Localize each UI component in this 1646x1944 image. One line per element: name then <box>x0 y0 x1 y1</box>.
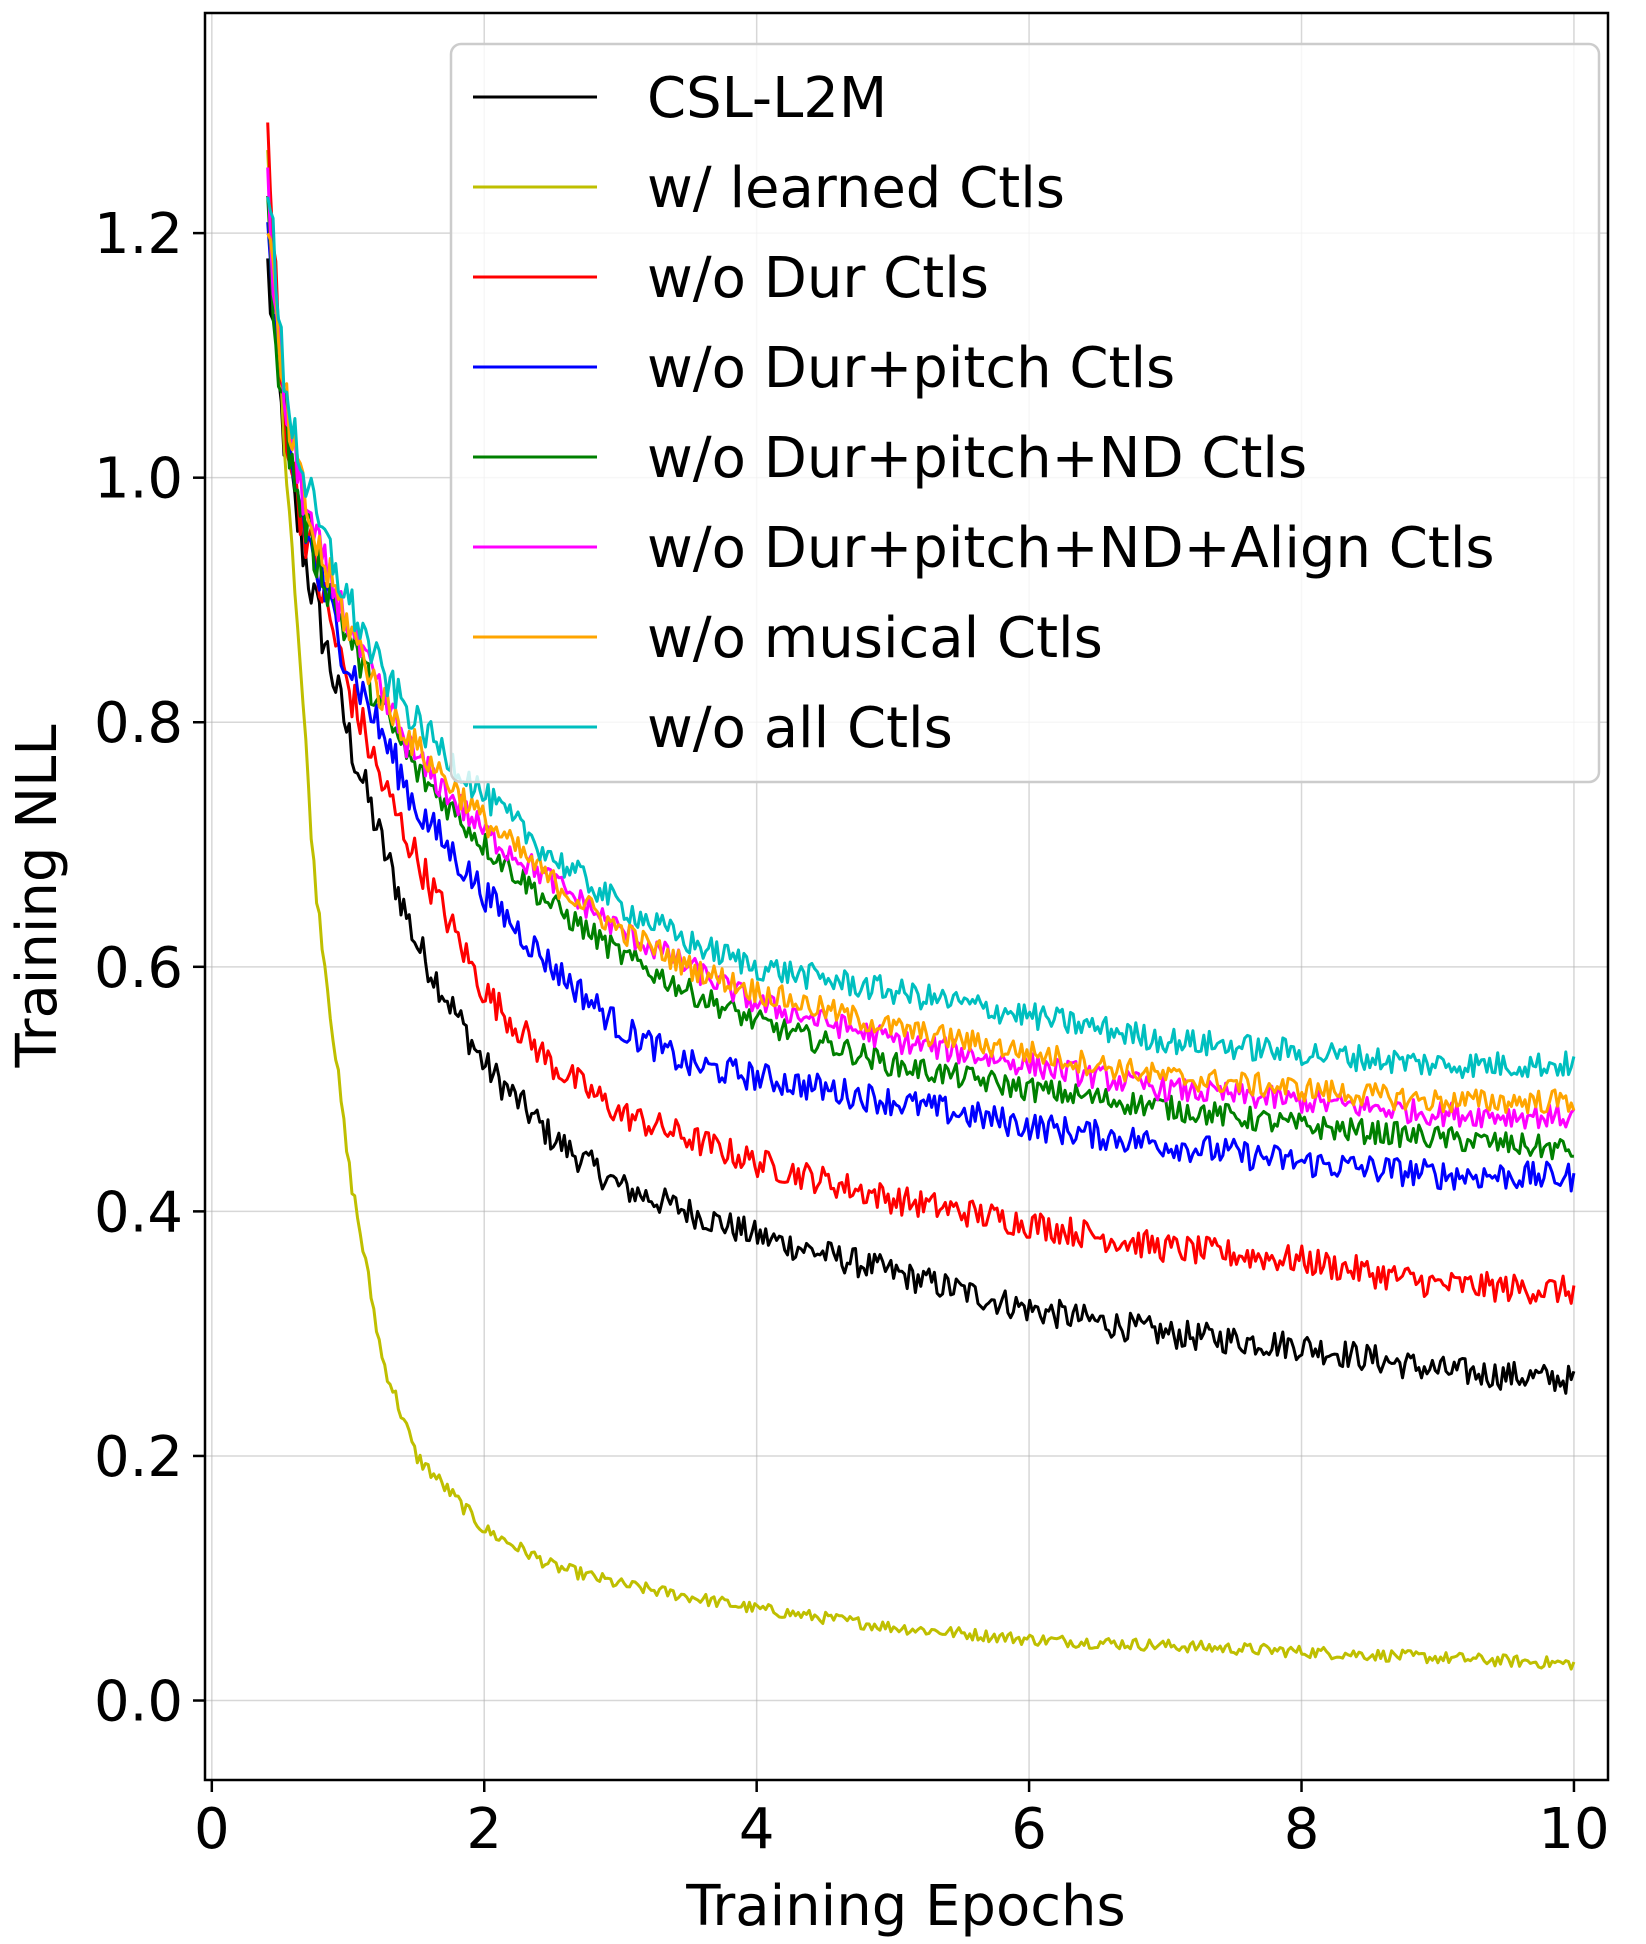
legend-label-1: w/ learned Ctls <box>647 156 1065 221</box>
data-series <box>266 122 1576 1671</box>
series-line-4 <box>266 195 1574 1161</box>
x-tick-label: 6 <box>1011 1797 1047 1862</box>
legend-label-0: CSL-L2M <box>647 66 887 131</box>
legend-label-2: w/o Dur Ctls <box>647 246 989 311</box>
axes-frame <box>203 11 1610 1782</box>
series-line-6 <box>266 232 1576 1115</box>
x-tick-label: 0 <box>194 1797 230 1862</box>
legend-label-7: w/o all Ctls <box>647 696 953 761</box>
y-tick-label: 0.0 <box>94 1670 183 1735</box>
x-axis-label: Training Epochs <box>685 1874 1125 1939</box>
series-line-0 <box>266 258 1576 1395</box>
y-tick-label: 0.8 <box>94 691 183 756</box>
series-line-7 <box>266 196 1576 1080</box>
x-tick-label: 8 <box>1284 1797 1320 1862</box>
series-line-1 <box>266 149 1576 1671</box>
x-tick-label: 4 <box>739 1797 775 1862</box>
legend-label-3: w/o Dur+pitch Ctls <box>647 336 1175 401</box>
series-line-3 <box>266 222 1576 1193</box>
legend: CSL-L2M w/ learned Ctls w/o Dur Ctls w/o Du… <box>449 42 1601 784</box>
y-tick-label: 0.6 <box>94 936 183 1001</box>
y-tick-label: 1.0 <box>94 447 183 512</box>
legend-box <box>449 42 1601 784</box>
legend-label-6: w/o musical Ctls <box>647 606 1103 671</box>
y-tick-label: 0.2 <box>94 1425 183 1490</box>
x-tick-label: 2 <box>466 1797 502 1862</box>
x-tick-label: 10 <box>1538 1797 1609 1862</box>
legend-entries: CSL-L2M w/ learned Ctls w/o Dur Ctls w/o Du… <box>473 66 1495 761</box>
legend-label-5: w/o Dur+pitch+ND+Align Ctls <box>647 516 1495 581</box>
axis-ticks: 0 2 4 6 8 10 0.0 0.2 0.4 0.6 0.8 1.0 1.2 <box>94 202 1610 1862</box>
y-axis-label: Training NLL <box>5 724 70 1068</box>
y-tick-label: 0.4 <box>94 1180 183 1245</box>
y-tick-label: 1.2 <box>94 202 183 267</box>
legend-label-4: w/o Dur+pitch+ND Ctls <box>647 426 1307 491</box>
series-line-2 <box>266 122 1576 1305</box>
